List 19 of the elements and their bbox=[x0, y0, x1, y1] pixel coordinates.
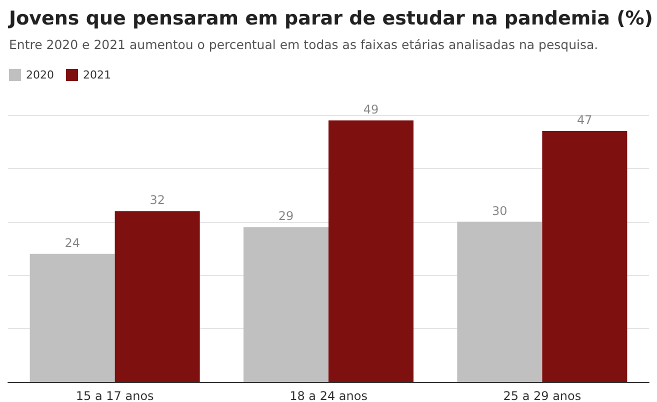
x-tick-label: 18 a 24 anos bbox=[290, 389, 368, 402]
data-label: 29 bbox=[278, 209, 294, 224]
bar bbox=[542, 131, 628, 382]
legend-label: 2021 bbox=[82, 68, 111, 82]
data-label: 47 bbox=[577, 113, 592, 128]
chart-subtitle: Entre 2020 e 2021 aumentou o percentual em todas as faixas etárias analisadas na pesquisa. bbox=[9, 37, 598, 52]
data-label: 24 bbox=[64, 236, 80, 250]
x-tick-label: 25 a 29 anos bbox=[503, 389, 582, 402]
bar bbox=[457, 222, 542, 382]
bar bbox=[30, 254, 115, 382]
data-label: 30 bbox=[492, 204, 508, 218]
chart-title: Jovens que pensaram em parar de estudar na pandemia (%) bbox=[7, 8, 653, 30]
x-tick-label: 15 a 17 anos bbox=[76, 389, 154, 402]
bar bbox=[328, 120, 414, 382]
bar bbox=[114, 211, 200, 382]
data-label: 49 bbox=[363, 102, 379, 116]
legend-label: 2020 bbox=[26, 68, 54, 82]
data-label: 32 bbox=[150, 193, 165, 208]
bar bbox=[244, 227, 328, 382]
